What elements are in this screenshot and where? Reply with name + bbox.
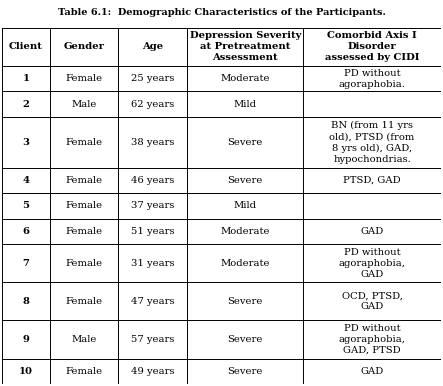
Text: 51 years: 51 years	[131, 227, 175, 236]
Text: Depression Severity
at Pretreatment
Assessment: Depression Severity at Pretreatment Asse…	[190, 31, 301, 63]
Text: PD without
agoraphobia.: PD without agoraphobia.	[338, 69, 405, 89]
Text: 25 years: 25 years	[131, 74, 175, 83]
Text: Client: Client	[9, 42, 43, 51]
Text: 2: 2	[23, 100, 29, 108]
Text: Female: Female	[66, 297, 103, 306]
Text: Mild: Mild	[234, 201, 257, 210]
Text: Severe: Severe	[228, 297, 263, 306]
Text: 8: 8	[23, 297, 29, 306]
Text: 4: 4	[23, 176, 30, 185]
Text: GAD: GAD	[361, 367, 384, 376]
Text: Gender: Gender	[64, 42, 105, 51]
Text: Female: Female	[66, 259, 103, 267]
Text: Severe: Severe	[228, 367, 263, 376]
Text: BN (from 11 yrs
old), PTSD (from
8 yrs old), GAD,
hypochondrias.: BN (from 11 yrs old), PTSD (from 8 yrs o…	[330, 121, 415, 164]
Text: Age: Age	[142, 42, 163, 51]
Text: Female: Female	[66, 74, 103, 83]
Text: Severe: Severe	[228, 335, 263, 344]
Text: Female: Female	[66, 227, 103, 236]
Text: Comorbid Axis I
Disorder
assessed by CIDI: Comorbid Axis I Disorder assessed by CID…	[325, 31, 420, 63]
Text: 46 years: 46 years	[131, 176, 175, 185]
Text: 3: 3	[23, 138, 30, 147]
Text: PD without
agoraphobia,
GAD, PTSD: PD without agoraphobia, GAD, PTSD	[338, 324, 406, 355]
Text: Severe: Severe	[228, 176, 263, 185]
Text: 6: 6	[23, 227, 30, 236]
Text: PD without
agoraphobia,
GAD: PD without agoraphobia, GAD	[338, 247, 406, 279]
Text: Moderate: Moderate	[221, 227, 270, 236]
Text: Mild: Mild	[234, 100, 257, 108]
Text: 49 years: 49 years	[131, 367, 175, 376]
Text: 57 years: 57 years	[131, 335, 175, 344]
Text: 47 years: 47 years	[131, 297, 175, 306]
Text: 7: 7	[23, 259, 29, 267]
Text: Severe: Severe	[228, 138, 263, 147]
Text: Male: Male	[71, 100, 97, 108]
Text: Moderate: Moderate	[221, 259, 270, 267]
Text: Female: Female	[66, 201, 103, 210]
Text: 38 years: 38 years	[131, 138, 175, 147]
Text: Table 6.1:  Demographic Characteristics of the Participants.: Table 6.1: Demographic Characteristics o…	[58, 8, 385, 17]
Text: Moderate: Moderate	[221, 74, 270, 83]
Text: Male: Male	[71, 335, 97, 344]
Text: PTSD, GAD: PTSD, GAD	[343, 176, 401, 185]
Text: 31 years: 31 years	[131, 259, 175, 267]
Text: 62 years: 62 years	[131, 100, 175, 108]
Text: 37 years: 37 years	[131, 201, 175, 210]
Text: 10: 10	[19, 367, 33, 376]
Text: 1: 1	[23, 74, 30, 83]
Text: Female: Female	[66, 138, 103, 147]
Text: Female: Female	[66, 176, 103, 185]
Text: OCD, PTSD,
GAD: OCD, PTSD, GAD	[342, 291, 403, 312]
Text: 9: 9	[23, 335, 29, 344]
Text: GAD: GAD	[361, 227, 384, 236]
Text: Female: Female	[66, 367, 103, 376]
Text: 5: 5	[23, 201, 30, 210]
